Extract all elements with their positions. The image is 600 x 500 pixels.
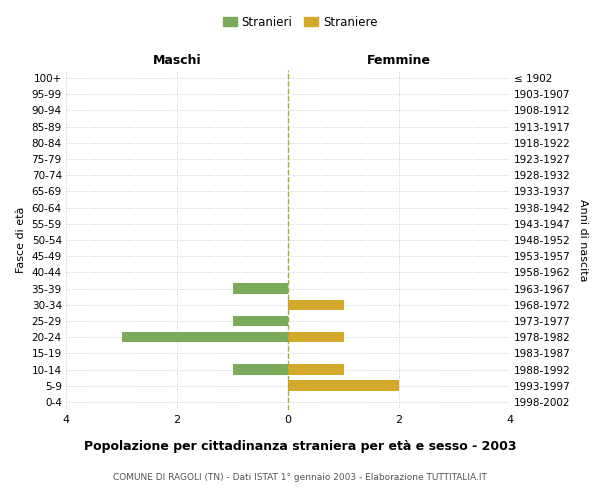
Bar [233,316,288,326]
Text: Maschi: Maschi [152,54,202,67]
Bar [288,380,399,391]
Legend: Stranieri, Straniere: Stranieri, Straniere [218,11,382,34]
Bar [121,332,288,342]
Bar [233,284,288,294]
Bar [233,364,288,375]
Bar [288,300,343,310]
Y-axis label: Anni di nascita: Anni di nascita [578,198,587,281]
Bar [288,364,343,375]
Y-axis label: Fasce di età: Fasce di età [16,207,26,273]
Text: Femmine: Femmine [367,54,431,67]
Text: COMUNE DI RAGOLI (TN) - Dati ISTAT 1° gennaio 2003 - Elaborazione TUTTITALIA.IT: COMUNE DI RAGOLI (TN) - Dati ISTAT 1° ge… [113,473,487,482]
Text: Popolazione per cittadinanza straniera per età e sesso - 2003: Popolazione per cittadinanza straniera p… [84,440,516,453]
Bar [288,332,343,342]
